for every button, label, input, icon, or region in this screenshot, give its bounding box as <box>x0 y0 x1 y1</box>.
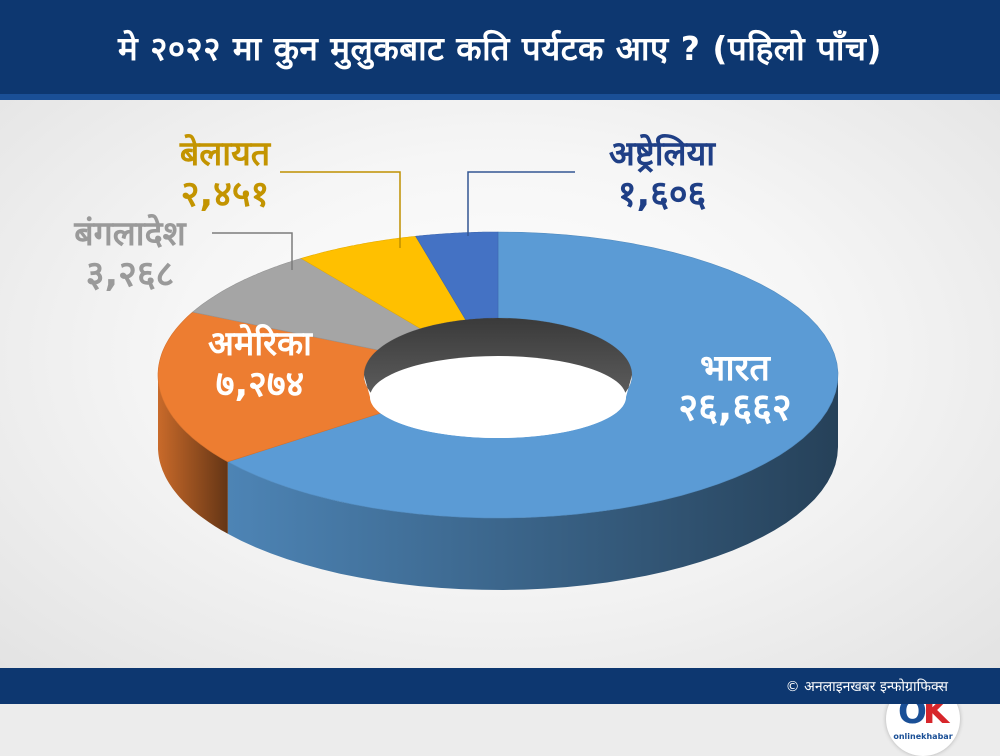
slice-2-value-label: ७,२७४ <box>216 364 305 405</box>
slice-1-label: भारत <box>700 348 771 389</box>
slice-5-leader-line <box>467 171 575 236</box>
slice-3-leader-line <box>212 232 293 270</box>
credit-text: © अनलाइनखबर इन्फोग्राफिक्स <box>785 678 948 695</box>
slice-4-leader-line <box>280 171 401 248</box>
slice-1-value-label: २६,६६२ <box>678 385 791 429</box>
donut-3d-sides <box>158 375 839 590</box>
slice-1-side <box>227 375 839 590</box>
slice-2-side <box>158 375 228 534</box>
slice-5-label: अष्ट्रेलिया <box>609 133 716 174</box>
slice-4-label: बेलायत <box>179 133 272 174</box>
header-bar: मे २०२२ मा कुन मुलुकबाट कति पर्यटक आए ? … <box>0 0 1000 100</box>
chart-area: भारत २६,६६२ अमेरिका ७,२७४ बंगलादेश ३,२६८ बेलाय… <box>0 100 1000 756</box>
logo-text: onlinekhabar <box>893 732 953 741</box>
slice-2-label: अमेरिका <box>208 323 313 364</box>
slice-4-value-label: २,४५१ <box>181 174 270 215</box>
page-title: मे २०२२ मा कुन मुलुकबाट कति पर्यटक आए ? … <box>118 28 882 68</box>
donut-3d-tops <box>157 231 839 519</box>
slice-3-label: बंगलादेश <box>73 213 187 254</box>
donut-hole-floor <box>370 356 626 438</box>
slice-3-value-label: ३,२६८ <box>86 254 175 295</box>
leader-lines <box>212 171 575 270</box>
donut-hole <box>364 318 632 438</box>
footer-bar: © अनलाइनखबर इन्फोग्राफिक्स <box>0 668 1000 704</box>
slice-5-value-label: १,६०६ <box>618 174 707 215</box>
